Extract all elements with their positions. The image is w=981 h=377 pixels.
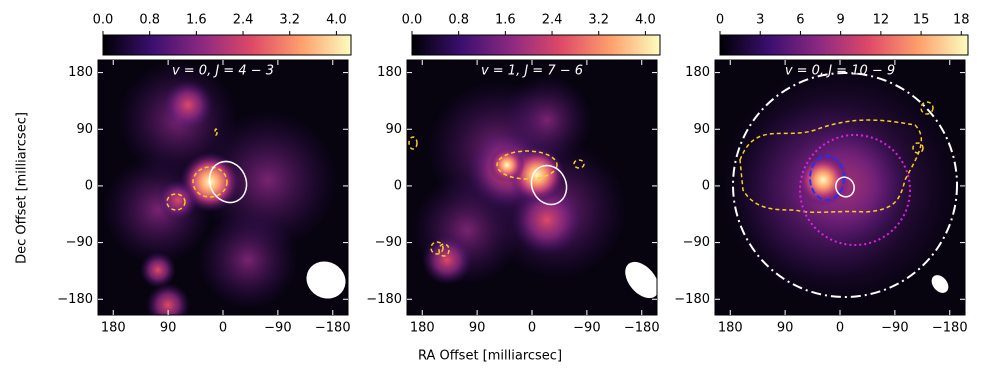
colorbar-tick-label: 3.2 xyxy=(588,13,609,28)
colorbar xyxy=(411,34,661,56)
blue-ellipse xyxy=(809,155,845,201)
colorbar-tick-label: 0 xyxy=(716,13,724,28)
colorbar-tick-label: 9 xyxy=(837,13,845,28)
x-tick-label: 90 xyxy=(160,321,177,336)
colorbar-tick-label: 6 xyxy=(796,13,804,28)
x-tick-label: 180 xyxy=(101,321,126,336)
emission xyxy=(797,154,849,206)
y-tick-label: 0 xyxy=(702,178,710,193)
contour xyxy=(496,150,558,180)
y-tick-label: −90 xyxy=(66,235,93,250)
colorbar-tick-label: 3 xyxy=(756,13,764,28)
emission xyxy=(198,210,298,310)
beam-outline xyxy=(530,164,568,206)
y-tick-label: 90 xyxy=(76,122,93,137)
panel-title: v = 0, J = 10 − 9 xyxy=(785,64,895,79)
y-tick-label: 90 xyxy=(385,122,402,137)
beam-outline xyxy=(835,176,855,198)
emission xyxy=(422,235,472,285)
contour xyxy=(430,241,444,255)
x-tick-label: 180 xyxy=(410,321,435,336)
emission xyxy=(146,283,190,315)
outer-circle xyxy=(732,72,958,298)
colorbar-tick-label: 18 xyxy=(953,13,970,28)
image xyxy=(98,60,348,315)
x-axis-label: RA Offset [milliarcsec] xyxy=(418,349,562,364)
x-tick-label: −90 xyxy=(573,321,600,336)
image xyxy=(715,60,965,315)
colorbar-tick-label: 4.0 xyxy=(635,13,656,28)
panel-title: v = 1, J = 7 − 6 xyxy=(481,64,583,79)
y-tick-label: −180 xyxy=(366,292,402,307)
beam xyxy=(306,261,346,299)
x-tick-label: 0 xyxy=(836,321,844,336)
x-tick-label: −180 xyxy=(315,321,351,336)
y-tick-label: 180 xyxy=(68,65,93,80)
colorbar-tick-label: 0.0 xyxy=(93,13,114,28)
contour xyxy=(214,128,218,136)
colorbar-tick-label: 2.4 xyxy=(233,13,254,28)
colorbar-tick-label: 0.8 xyxy=(139,13,160,28)
y-tick-label: 0 xyxy=(85,178,93,193)
colorbar xyxy=(719,34,969,56)
inner-circle xyxy=(799,134,911,246)
y-tick-label: 90 xyxy=(693,122,710,137)
emission xyxy=(140,252,176,288)
contour xyxy=(573,159,585,169)
contour xyxy=(438,243,450,257)
contour xyxy=(192,166,228,198)
beam xyxy=(625,261,657,299)
x-tick-label: −90 xyxy=(264,321,291,336)
y-tick-label: 0 xyxy=(394,178,402,193)
x-tick-label: 0 xyxy=(528,321,536,336)
contour xyxy=(166,193,186,211)
beam-outline xyxy=(208,160,248,204)
colorbar-tick-label: 12 xyxy=(873,13,890,28)
colorbar-tick-label: 4.0 xyxy=(326,13,347,28)
x-tick-label: 0 xyxy=(219,321,227,336)
y-tick-label: −90 xyxy=(683,235,710,250)
contour xyxy=(408,136,418,150)
emission xyxy=(512,185,582,255)
y-tick-label: −180 xyxy=(674,292,710,307)
y-tick-label: −180 xyxy=(57,292,93,307)
contour xyxy=(739,119,923,214)
y-tick-label: 180 xyxy=(377,65,402,80)
x-tick-label: 90 xyxy=(777,321,794,336)
beam xyxy=(931,275,949,293)
colorbar-tick-label: 2.4 xyxy=(542,13,563,28)
colorbar-tick-label: 15 xyxy=(913,13,930,28)
y-tick-label: 180 xyxy=(685,65,710,80)
contour xyxy=(920,101,934,115)
x-tick-label: −90 xyxy=(881,321,908,336)
colorbar-tick-label: 0.8 xyxy=(448,13,469,28)
emission xyxy=(163,80,213,130)
colorbar-tick-label: 3.2 xyxy=(279,13,300,28)
emission xyxy=(489,147,525,183)
panel-title: v = 0, J = 4 − 3 xyxy=(172,64,274,79)
x-tick-label: 90 xyxy=(469,321,486,336)
contour xyxy=(912,142,924,154)
colorbar xyxy=(102,34,352,56)
x-tick-label: −180 xyxy=(932,321,968,336)
y-axis-label: Dec Offset [milliarcsec] xyxy=(15,112,30,264)
y-tick-label: −90 xyxy=(375,235,402,250)
colorbar-tick-label: 0.0 xyxy=(402,13,423,28)
colorbar-tick-label: 1.6 xyxy=(186,13,207,28)
x-tick-label: 180 xyxy=(718,321,743,336)
colorbar-tick-label: 1.6 xyxy=(495,13,516,28)
image xyxy=(407,60,657,315)
emission xyxy=(158,180,198,220)
x-tick-label: −180 xyxy=(624,321,660,336)
